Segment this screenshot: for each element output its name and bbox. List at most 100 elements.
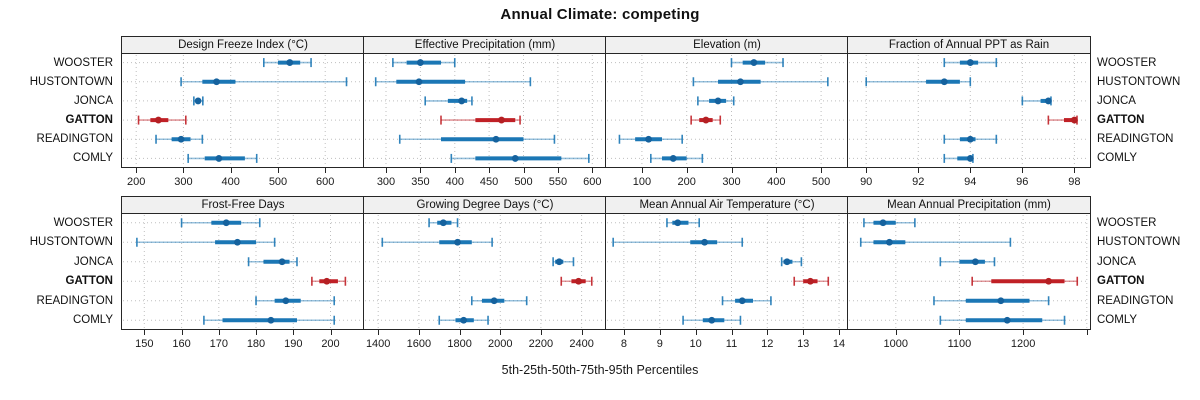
percentile-row-jonca-mean-annual-air-temperature-c [780,257,803,267]
axis-tick-mark [866,168,868,173]
percentile-row-readington-effective-precipitation-mm [398,134,556,144]
axis-tick-label-growing-degree-days-c-2400: 2400 [569,338,594,350]
median-dot [416,59,424,66]
percentile-row-comly-elevation-m [650,153,704,163]
axis-tick-mark [581,330,583,335]
axis-tick-label-effective-precipitation-mm-500: 500 [514,176,533,188]
median-dot [555,258,563,266]
median-dot [278,258,286,266]
percentile-row-gatton-growing-degree-days-c [560,276,593,286]
axis-tick-label-growing-degree-days-c-1800: 1800 [447,338,472,350]
axis-tick-label-growing-degree-days-c-1400: 1400 [365,338,391,350]
panel-plot-fraction-of-annual-ppt-as-rain [847,53,1091,168]
percentile-row-readington-design-freeze-index-c [155,134,204,144]
percentile-row-gatton-effective-precipitation-mm [440,115,521,125]
percentile-row-gatton-elevation-m [690,115,722,125]
percentile-row-comly-effective-precipitation-mm [450,153,590,163]
percentile-row-jonca-frost-free-days [247,257,298,267]
axis-tick-label-elevation-m-500: 500 [811,176,831,188]
panel-plot-effective-precipitation-mm [363,53,607,168]
axis-tick-label-mean-annual-precipitation-mm-1000: 1000 [883,338,909,350]
percentile-row-wooster-effective-precipitation-mm [392,58,456,68]
axis-tick-mark [918,168,920,173]
axis-tick-mark [821,168,823,173]
axis-tick-label-mean-annual-air-temperature-c-10: 10 [689,338,702,350]
panel-header-growing-degree-days-c: Growing Degree Days (°C) [363,196,607,214]
median-dot [879,219,887,227]
row-label-right-jonca-g1: JONCA [1097,255,1136,268]
median-dot [737,78,744,86]
panel-border [847,213,1091,330]
row-label-left-gatton-g0: GATTON [65,114,114,127]
median-dot [971,258,979,266]
axis-tick-mark [686,168,688,173]
median-dot [415,78,423,86]
axis-tick-mark [378,330,380,335]
row-label-right-readington-g0: READINGTON [1097,133,1174,146]
row-label-right-gatton-g0: GATTON [1097,114,1145,127]
panel-header-elevation-m: Elevation (m) [605,36,849,54]
panel-border [605,213,849,330]
axis-tick-mark [895,330,897,335]
axis-tick-mark [144,330,146,335]
row-label-right-gatton-g1: GATTON [1097,275,1145,288]
percentile-row-readington-mean-annual-precipitation-mm [933,296,1050,306]
axis-tick-label-fraction-of-annual-ppt-as-rain-92: 92 [912,176,925,188]
axis-tick-label-mean-annual-air-temperature-c-13: 13 [797,338,810,350]
axis-tick-label-frost-free-days-180: 180 [246,338,266,350]
panel-plot-elevation-m [605,53,849,168]
axis-tick-mark [386,168,387,173]
row-label-left-comly-g0: COMLY [72,152,113,165]
median-dot [806,277,814,285]
axis-tick-label-effective-precipitation-mm-400: 400 [445,176,464,188]
row-label-left-gatton-g1: GATTON [65,275,114,288]
axis-tick-mark [659,330,661,335]
axis-tick-label-elevation-m-100: 100 [632,176,652,188]
median-dot [783,258,791,266]
percentile-row-hustontown-design-freeze-index-c [180,77,348,87]
panel-border [847,53,1091,168]
axis-tick-mark [959,330,961,335]
panel-plot-mean-annual-air-temperature-c [605,213,849,330]
percentile-row-comly-mean-annual-air-temperature-c [682,315,742,325]
axis-tick-mark [420,168,422,173]
axis-tick-label-mean-annual-air-temperature-c-14: 14 [832,338,846,350]
percentile-row-hustontown-mean-annual-air-temperature-c [612,237,744,247]
axis-tick-mark [592,168,594,173]
median-dot [575,277,582,285]
axis-tick-label-mean-annual-air-temperature-c-9: 9 [656,338,663,350]
percentile-row-hustontown-frost-free-days [136,237,276,247]
percentile-row-comly-growing-degree-days-c [438,315,489,325]
axis-tick-mark [181,330,183,335]
panel-border [605,53,849,168]
axis-tick-mark [1074,168,1076,173]
percentile-row-wooster-fraction-of-annual-ppt-as-rain [943,58,998,68]
median-dot [1044,97,1052,105]
median-dot [966,135,974,143]
panel-header-frost-free-days: Frost-Free Days [121,196,365,214]
percentile-row-gatton-frost-free-days [311,276,347,286]
median-dot [498,116,505,124]
axis-tick-mark [641,168,643,173]
percentile-row-gatton-mean-annual-precipitation-mm [971,276,1079,286]
panel-header-design-freeze-index-c: Design Freeze Index (°C) [121,36,365,54]
percentile-row-jonca-elevation-m [697,96,735,106]
median-dot [1003,316,1011,324]
axis-tick-mark [1022,168,1024,173]
axis-tick-label-fraction-of-annual-ppt-as-rain-94: 94 [964,176,977,188]
row-label-right-readington-g1: READINGTON [1097,294,1174,307]
panel-header-effective-precipitation-mm: Effective Precipitation (mm) [363,36,607,54]
panel-border [363,213,607,330]
panel-border [121,53,365,168]
median-dot [997,297,1005,305]
panel-border [363,53,607,168]
axis-tick-label-effective-precipitation-mm-300: 300 [376,176,396,188]
median-dot [458,97,466,105]
axis-tick-mark [1086,330,1088,335]
axis-tick-label-frost-free-days-190: 190 [284,338,303,350]
median-dot [286,59,294,66]
percentile-row-jonca-growing-degree-days-c [552,257,575,267]
percentile-row-jonca-design-freeze-index-c [193,96,204,106]
percentile-row-comly-fraction-of-annual-ppt-as-rain [943,153,974,163]
